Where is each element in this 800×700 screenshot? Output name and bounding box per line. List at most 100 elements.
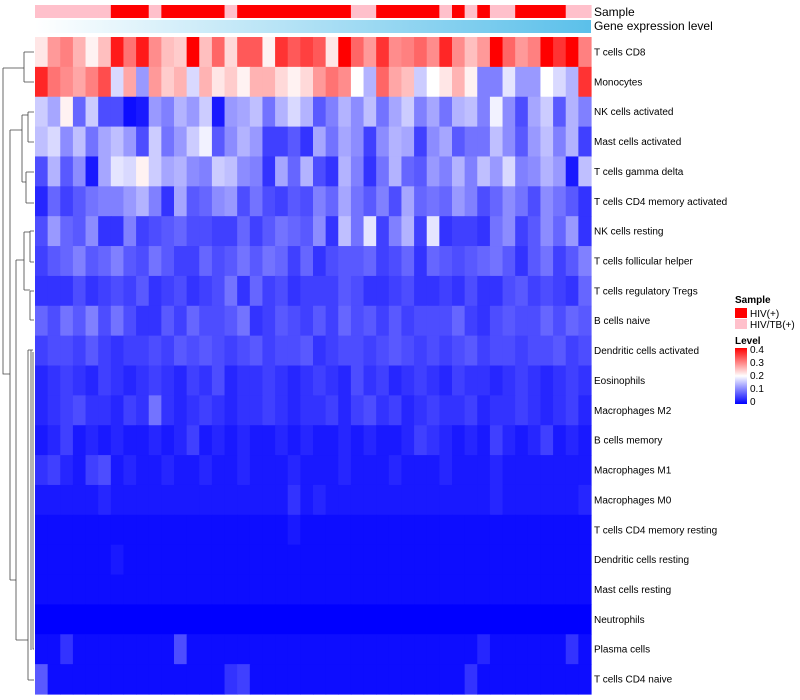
row-label: NK cells activated bbox=[594, 107, 673, 118]
heatmap-cell bbox=[553, 395, 567, 426]
heatmap-cell bbox=[313, 514, 327, 546]
heatmap-cell bbox=[565, 574, 579, 606]
heatmap-cell bbox=[338, 216, 352, 247]
heatmap-cell bbox=[199, 425, 213, 456]
heatmap-cell bbox=[199, 96, 213, 128]
heatmap-cell bbox=[199, 455, 213, 486]
heatmap-cell bbox=[578, 66, 592, 98]
row-labels: T cells CD8 Monocytes NK cells activated Ma… bbox=[594, 47, 727, 685]
heatmap-cell bbox=[249, 604, 264, 635]
heatmap-cell bbox=[199, 305, 213, 337]
heatmap-cell bbox=[47, 305, 61, 337]
heatmap-cell bbox=[363, 37, 377, 68]
heatmap-cell bbox=[199, 514, 213, 546]
heatmap-cell bbox=[376, 544, 390, 576]
heatmap-cell bbox=[313, 634, 327, 665]
heatmap-cell bbox=[540, 544, 554, 576]
heatmap-cell bbox=[98, 514, 112, 546]
heatmap-cell bbox=[224, 96, 238, 128]
heatmap-cell bbox=[148, 395, 162, 426]
heatmap-cell bbox=[388, 514, 403, 546]
heatmap-cell bbox=[452, 634, 466, 665]
heatmap-cell bbox=[161, 664, 175, 695]
heatmap-cell bbox=[287, 514, 301, 546]
heatmap-cell bbox=[262, 395, 276, 426]
heatmap-cell bbox=[464, 335, 478, 367]
heatmap-cell bbox=[477, 275, 491, 307]
heatmap-cell bbox=[110, 216, 125, 247]
heatmap-cell bbox=[515, 156, 529, 187]
heatmap-cell bbox=[35, 604, 49, 635]
sample-annotation-cell bbox=[515, 5, 529, 18]
heatmap-cell bbox=[237, 66, 251, 98]
heatmap-cell bbox=[350, 216, 365, 247]
heatmap-cell bbox=[578, 425, 592, 456]
heatmap-cell bbox=[35, 365, 49, 396]
heatmap-cell bbox=[376, 37, 390, 68]
heatmap-cell bbox=[275, 455, 289, 486]
heatmap-cell bbox=[565, 395, 579, 426]
heatmap-cell bbox=[414, 66, 428, 98]
heatmap-cell bbox=[502, 425, 516, 456]
sample-annotation-cell bbox=[388, 5, 403, 18]
heatmap-cell bbox=[565, 514, 579, 546]
heatmap-cell bbox=[249, 37, 264, 68]
heatmap-cell bbox=[313, 484, 327, 516]
heatmap-cell bbox=[578, 514, 592, 546]
heatmap-cell bbox=[489, 395, 504, 426]
heatmap-cell bbox=[502, 484, 516, 516]
heatmap-cell bbox=[350, 574, 365, 606]
heatmap-cell bbox=[262, 425, 276, 456]
heatmap-cell bbox=[426, 664, 440, 695]
row-label: B cells naive bbox=[594, 316, 651, 327]
row-label: T cells CD4 memory resting bbox=[594, 525, 717, 536]
heatmap-cell bbox=[401, 156, 415, 187]
heatmap-cell bbox=[489, 455, 504, 486]
heatmap-cell bbox=[350, 484, 365, 516]
heatmap-cell bbox=[287, 216, 301, 247]
heatmap-cell bbox=[123, 634, 137, 665]
heatmap-cell bbox=[224, 604, 238, 635]
heatmap-cell bbox=[426, 634, 440, 665]
heatmap-cell bbox=[464, 216, 478, 247]
heatmap-cell bbox=[515, 634, 529, 665]
heatmap-cell bbox=[249, 425, 264, 456]
heatmap-cell bbox=[85, 484, 99, 516]
heatmap-cell bbox=[110, 335, 125, 367]
heatmap-cell bbox=[249, 275, 264, 307]
heatmap-cell bbox=[527, 305, 542, 337]
heatmap-cell bbox=[376, 335, 390, 367]
heatmap-cell bbox=[287, 455, 301, 486]
heatmap-cell bbox=[401, 455, 415, 486]
heatmap-cell bbox=[553, 156, 567, 187]
heatmap-cell bbox=[287, 66, 301, 98]
heatmap-cell bbox=[98, 305, 112, 337]
heatmap-cell bbox=[186, 604, 200, 635]
heatmap-cell bbox=[237, 604, 251, 635]
heatmap-cell bbox=[98, 216, 112, 247]
heatmap-cell bbox=[60, 96, 74, 128]
heatmap-cell bbox=[515, 96, 529, 128]
sample-annotation-cell bbox=[85, 5, 99, 18]
heatmap-cell bbox=[224, 275, 238, 307]
heatmap-cell bbox=[578, 604, 592, 635]
sample-annotation-bar bbox=[35, 5, 592, 18]
heatmap-cell bbox=[452, 156, 466, 187]
heatmap-cell bbox=[350, 395, 365, 426]
heatmap-cell bbox=[211, 664, 226, 695]
heatmap-cell bbox=[439, 365, 453, 396]
heatmap-cell bbox=[464, 275, 478, 307]
heatmap-cell bbox=[211, 246, 226, 277]
heatmap-cell bbox=[502, 455, 516, 486]
heatmap-cell bbox=[72, 634, 87, 665]
heatmap-cell bbox=[110, 484, 125, 516]
heatmap-cells bbox=[35, 37, 592, 695]
heatmap-cell bbox=[502, 335, 516, 367]
sample-annotation-cell bbox=[60, 5, 74, 18]
heatmap-cell bbox=[578, 455, 592, 486]
heatmap-cell bbox=[388, 634, 403, 665]
heatmap-cell bbox=[85, 634, 99, 665]
heatmap-cell bbox=[414, 574, 428, 606]
heatmap-cell bbox=[287, 246, 301, 277]
sample-annotation-cell bbox=[540, 5, 554, 18]
